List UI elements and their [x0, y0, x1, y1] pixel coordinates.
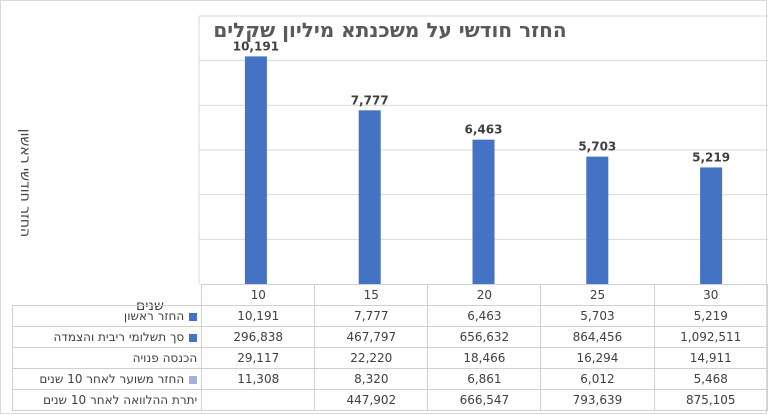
- x-tick-label: 20: [427, 284, 542, 306]
- data-label-15: 7,777: [351, 93, 389, 107]
- table-cell: 29,117: [201, 347, 316, 369]
- x-tick-label: 30: [653, 284, 768, 306]
- table-cell: 656,632: [427, 326, 542, 348]
- table-cell: [201, 389, 316, 411]
- row-label: יתרת ההלוואה לאחר 10 שנים: [11, 389, 203, 411]
- table-row: סך תשלומי ריבית והצמדה 296,838 467,797 656,…: [11, 326, 768, 348]
- row-label: הכנסה פנויה: [11, 347, 203, 369]
- table-cell: 875,105: [653, 389, 768, 411]
- row-label: סך תשלומי ריבית והצמדה: [11, 326, 203, 348]
- data-label-20: 6,463: [465, 123, 503, 137]
- table-cell: 18,466: [427, 347, 542, 369]
- data-label-25: 5,703: [578, 140, 616, 154]
- x-tick-label: 10: [201, 284, 316, 306]
- table-cell: 6,463: [427, 305, 542, 327]
- bar-30: [700, 167, 723, 284]
- bar-20: [472, 139, 495, 284]
- table-cell: 22,220: [314, 347, 429, 369]
- table-cell: 5,703: [540, 305, 655, 327]
- legend-key-icon: [189, 375, 198, 384]
- table-row: החזר ראשון 10,191 7,777 6,463 5,703 5,219: [11, 305, 768, 327]
- bar-10: [244, 56, 267, 284]
- table-cell: 10,191: [201, 305, 316, 327]
- table-cell: 6,012: [540, 368, 655, 390]
- row-label-text: הכנסה פנויה: [132, 351, 198, 365]
- table-row: הכנסה פנויה 29,117 22,220 18,466 16,294 14,91…: [11, 347, 768, 369]
- table-row: יתרת ההלוואה לאחר 10 שנים 447,902 666,547 7…: [11, 389, 768, 411]
- y-axis-label: החזר חודשי ראשון: [17, 128, 33, 238]
- x-tick-label: 15: [314, 284, 429, 306]
- row-label-text: יתרת ההלוואה לאחר 10 שנים: [43, 393, 198, 407]
- table-cell: 7,777: [314, 305, 429, 327]
- x-tick-label: 25: [540, 284, 655, 306]
- chart-title: החזר חודשי על משכנתא מיליון שקלים: [213, 18, 567, 42]
- table-cell: 8,320: [314, 368, 429, 390]
- legend-key-icon: [189, 333, 198, 342]
- data-label-10: 10,191: [233, 39, 279, 53]
- table-row: החזר משוער לאחר 10 שנים 11,308 8,320 6,861 6…: [11, 368, 768, 390]
- table-cell: 5,468: [653, 368, 768, 390]
- data-table: 10 15 20 25 30 החזר ראשון 10,191 7,777 6,463 5,70…: [11, 284, 768, 411]
- table-cell: 793,639: [540, 389, 655, 411]
- bar-25: [586, 156, 609, 284]
- bar-15: [358, 110, 381, 285]
- row-label-text: החזר ראשון: [123, 309, 185, 323]
- row-label: החזר משוער לאחר 10 שנים: [11, 368, 203, 390]
- table-cell: 666,547: [427, 389, 542, 411]
- table-cell: 296,838: [201, 326, 316, 348]
- table-corner: [12, 284, 202, 306]
- legend-key-icon: [189, 312, 198, 321]
- table-cell: 14,911: [653, 347, 768, 369]
- table-cell: 864,456: [540, 326, 655, 348]
- table-cell: 1,092,511: [653, 326, 768, 348]
- table-cell: 5,219: [653, 305, 768, 327]
- table-cell: 467,797: [314, 326, 429, 348]
- row-label-text: סך תשלומי ריבית והצמדה: [53, 330, 185, 344]
- table-cell: 447,902: [314, 389, 429, 411]
- table-cell: 11,308: [201, 368, 316, 390]
- table-cell: 16,294: [540, 347, 655, 369]
- row-label: החזר ראשון: [11, 305, 203, 327]
- data-label-30: 5,219: [692, 150, 730, 164]
- row-label-text: החזר משוער לאחר 10 שנים: [39, 372, 185, 386]
- table-cell: 6,861: [427, 368, 542, 390]
